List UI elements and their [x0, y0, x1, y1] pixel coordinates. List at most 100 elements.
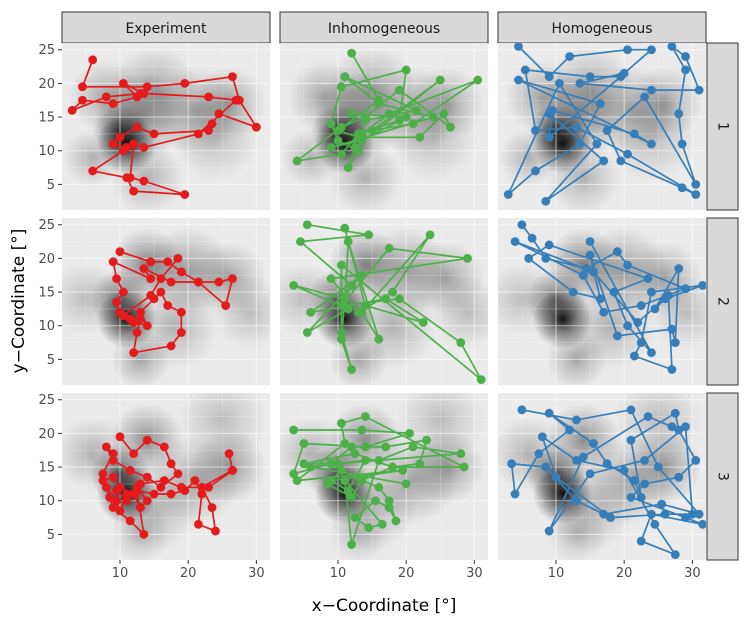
data-point-experiment [88, 55, 98, 65]
x-tick-label: 10 [548, 566, 565, 581]
data-point-inhomogeneous [336, 149, 346, 159]
data-point-homogeneous [691, 190, 701, 199]
data-point-experiment [173, 254, 183, 263]
data-point-experiment [142, 435, 152, 445]
x-tick-label: 30 [684, 566, 701, 581]
strip-bg-homogeneous [497, 11, 707, 44]
density-blob [546, 504, 607, 560]
data-point-homogeneous [681, 52, 690, 61]
data-point-homogeneous [572, 415, 581, 425]
data-point-homogeneous [534, 449, 544, 459]
data-point-homogeneous [575, 79, 585, 88]
data-point-inhomogeneous [374, 455, 384, 465]
data-point-experiment [176, 328, 186, 337]
data-point-experiment [122, 489, 132, 499]
density-blob [62, 416, 131, 491]
data-point-inhomogeneous [435, 75, 445, 85]
data-point-inhomogeneous [292, 476, 302, 485]
data-point-homogeneous [647, 139, 656, 149]
data-point-homogeneous [647, 287, 656, 297]
data-point-homogeneous [572, 496, 581, 506]
data-point-inhomogeneous [388, 287, 397, 297]
data-point-experiment [115, 506, 125, 516]
panel-content [280, 43, 488, 210]
data-point-inhomogeneous [350, 142, 360, 152]
data-point-homogeneous [595, 294, 605, 304]
data-point-homogeneous [595, 99, 605, 109]
data-point-experiment [142, 82, 152, 92]
data-point-inhomogeneous [336, 466, 346, 475]
data-point-experiment [98, 476, 108, 485]
data-point-inhomogeneous [398, 466, 408, 475]
strip-bg-row-2 [706, 217, 739, 386]
data-point-homogeneous [551, 472, 561, 482]
data-point-inhomogeneous [377, 519, 387, 529]
data-point-experiment [149, 129, 159, 139]
data-point-inhomogeneous [289, 280, 299, 290]
data-point-homogeneous [520, 65, 530, 75]
data-point-experiment [228, 72, 237, 82]
data-point-experiment [129, 139, 139, 149]
data-point-experiment [125, 516, 135, 526]
data-point-homogeneous [636, 338, 646, 347]
data-point-homogeneous [599, 307, 609, 317]
data-point-homogeneous [572, 455, 581, 465]
data-point-experiment [251, 122, 261, 132]
data-point-inhomogeneous [364, 523, 374, 533]
data-point-experiment [139, 142, 149, 152]
data-point-experiment [105, 492, 115, 502]
data-point-experiment [166, 489, 176, 499]
data-point-homogeneous [612, 331, 622, 341]
data-point-experiment [224, 449, 234, 459]
panel-inhomogeneous-row-2 [280, 218, 488, 385]
data-point-homogeneous [694, 509, 704, 519]
data-point-experiment [163, 257, 173, 267]
data-point-experiment [176, 307, 186, 317]
data-point-homogeneous [565, 52, 575, 61]
data-point-inhomogeneous [456, 338, 466, 347]
x-tick-label: 30 [466, 566, 483, 581]
data-point-experiment [112, 496, 121, 506]
data-point-homogeneous [694, 85, 704, 95]
data-point-inhomogeneous [384, 109, 394, 119]
data-point-homogeneous [541, 254, 551, 263]
density-blob [62, 261, 124, 336]
data-point-homogeneous [544, 72, 554, 82]
data-point-inhomogeneous [394, 294, 404, 304]
panel-content [498, 43, 706, 210]
data-point-inhomogeneous [463, 254, 472, 263]
data-point-homogeneous [653, 462, 663, 472]
data-point-inhomogeneous [289, 469, 299, 479]
density-blob [170, 92, 261, 182]
data-point-homogeneous [670, 408, 680, 418]
strip-bg-row-3 [706, 392, 739, 561]
data-point-homogeneous [674, 109, 684, 119]
data-point-homogeneous [589, 439, 598, 448]
panel-homogeneous-row-3 [498, 393, 706, 560]
data-point-homogeneous [650, 519, 660, 529]
data-point-experiment [231, 95, 241, 105]
data-point-homogeneous [670, 338, 680, 347]
data-point-homogeneous [572, 122, 581, 132]
data-point-homogeneous [544, 132, 554, 142]
panel-content [498, 218, 706, 385]
y-tick-label: 25 [38, 218, 55, 233]
data-point-homogeneous [640, 479, 650, 489]
y-axis: 5 10 15 20 25 5 10 15 20 25 5 10 15 20 25 [38, 43, 62, 543]
data-point-experiment [166, 341, 176, 351]
data-point-inhomogeneous [364, 230, 374, 240]
data-point-inhomogeneous [350, 513, 360, 522]
density-blob [388, 92, 479, 182]
data-point-experiment [118, 287, 128, 297]
data-point-experiment [108, 449, 118, 459]
data-point-inhomogeneous [401, 112, 411, 122]
data-point-inhomogeneous [292, 156, 302, 166]
data-point-inhomogeneous [381, 442, 391, 452]
y-tick-label: 25 [38, 393, 55, 408]
data-point-experiment [207, 503, 217, 512]
data-point-homogeneous [636, 536, 646, 546]
data-point-experiment [108, 455, 118, 465]
data-point-homogeneous [660, 294, 670, 304]
data-point-experiment [118, 311, 128, 321]
panel-content [498, 393, 706, 560]
